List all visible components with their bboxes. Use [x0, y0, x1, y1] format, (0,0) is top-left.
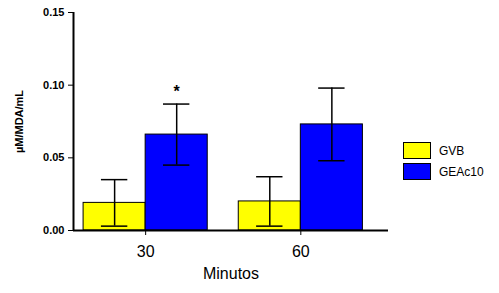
svg-text:0.10: 0.10: [43, 79, 64, 91]
svg-text:Minutos: Minutos: [203, 265, 259, 282]
svg-text:*: *: [174, 83, 181, 100]
svg-text:60: 60: [292, 243, 310, 260]
svg-text:0.00: 0.00: [43, 224, 64, 236]
svg-text:30: 30: [137, 243, 155, 260]
html-text:GEAc10: GEAc10: [439, 164, 484, 179]
svg-text:0.15: 0.15: [43, 6, 64, 18]
html-text:GVB: GVB: [439, 143, 465, 158]
svg-text:0.05: 0.05: [43, 151, 64, 163]
svg-text:µM/MDA/mL: µM/MDA/mL: [13, 90, 25, 153]
